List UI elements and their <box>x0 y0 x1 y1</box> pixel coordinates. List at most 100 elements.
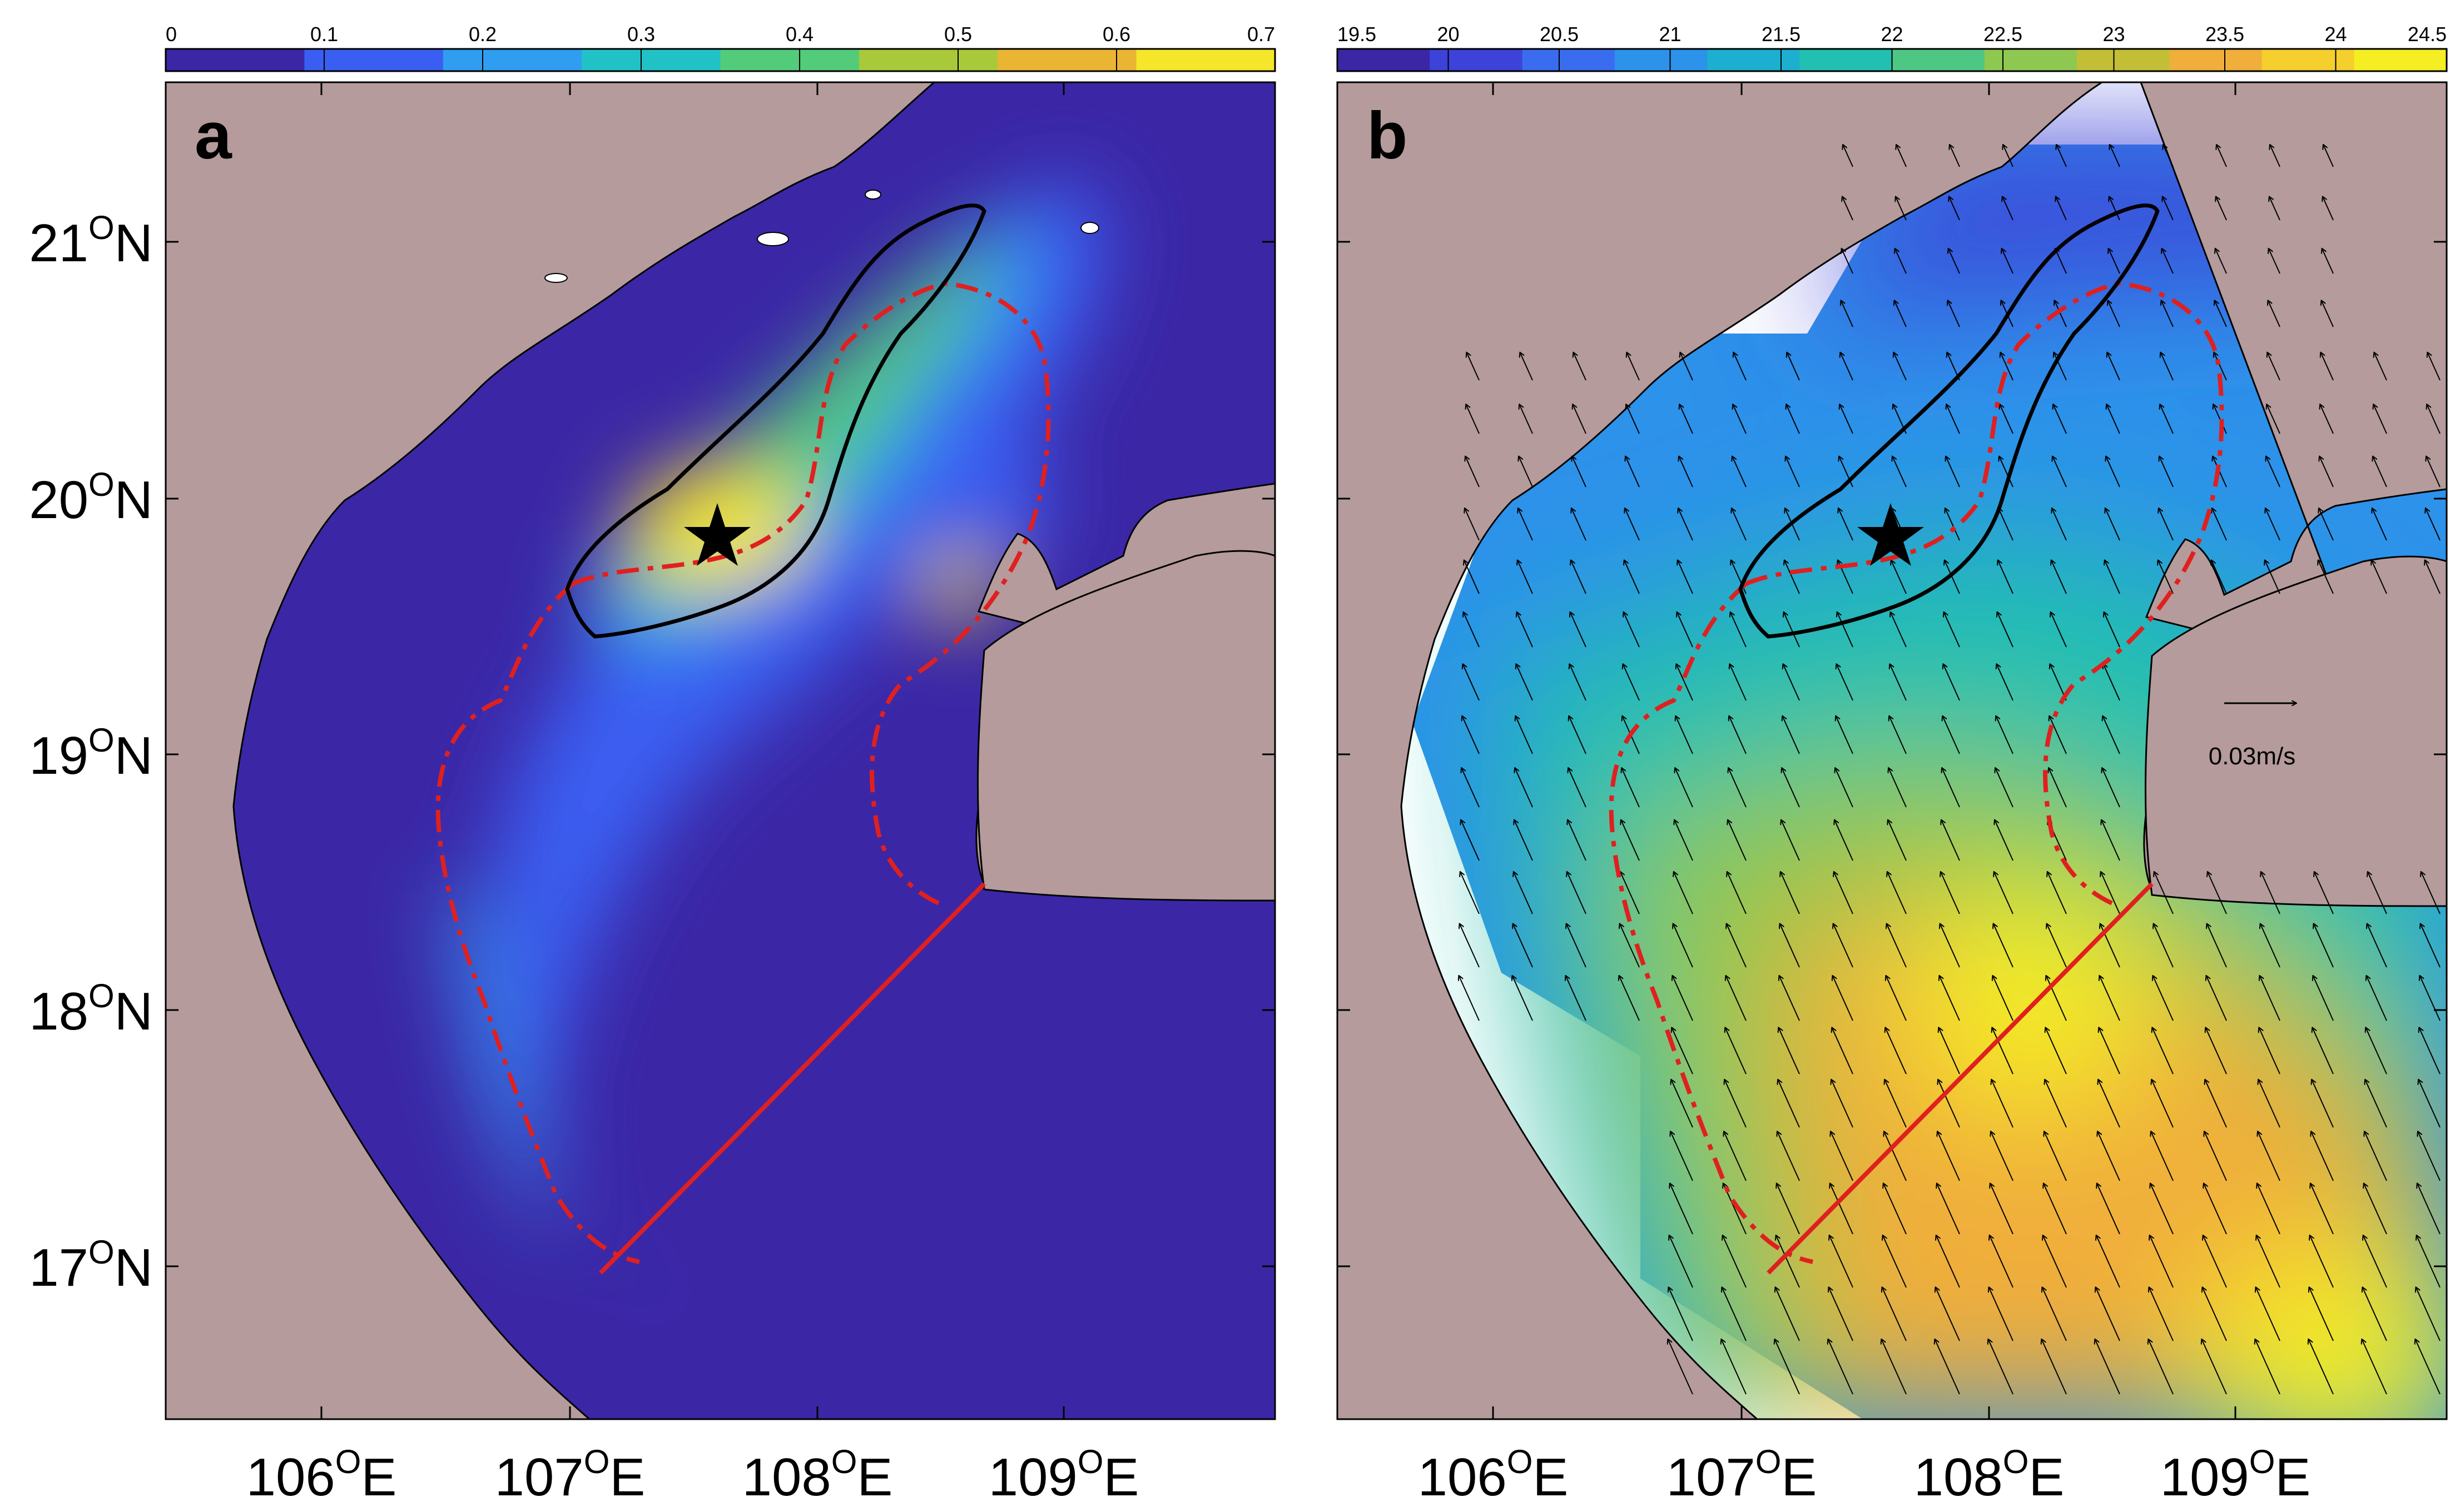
current-arrow <box>1624 560 1640 594</box>
current-arrow <box>1466 404 1480 434</box>
current-arrow <box>2312 1080 2334 1128</box>
current-arrow <box>2265 508 2280 541</box>
colorbar-swatch <box>2077 49 2170 71</box>
current-arrow <box>2365 1027 2387 1075</box>
current-arrow <box>1572 456 1586 488</box>
current-arrow <box>2045 1027 2067 1075</box>
colorbar-tick-label: 22 <box>1881 23 1903 46</box>
current-arrow <box>2373 404 2387 434</box>
current-arrow <box>1833 923 1853 968</box>
current-arrow <box>2270 145 2280 167</box>
colorbar-swatch <box>443 49 582 71</box>
current-arrow <box>2162 248 2174 274</box>
frame-b <box>1336 81 2448 1420</box>
current-arrow <box>2159 508 2174 541</box>
current-arrow <box>1461 768 1480 808</box>
current-arrow <box>2203 1235 2227 1288</box>
current-arrow <box>1883 1183 1907 1235</box>
current-arrow <box>1938 1080 1960 1128</box>
current-arrow <box>2042 1287 2067 1341</box>
current-arrow <box>1569 716 1586 754</box>
current-arrow <box>1724 1131 1747 1181</box>
current-arrow <box>2151 1080 2174 1128</box>
current-arrow <box>2206 976 2227 1021</box>
axis-tick-label: 108OE <box>1914 1443 2065 1507</box>
current-arrow <box>2366 976 2387 1021</box>
current-arrow <box>2101 820 2120 861</box>
current-arrow <box>1732 508 1747 541</box>
current-arrow <box>1459 976 1480 1021</box>
current-arrow <box>1621 768 1640 808</box>
current-arrow <box>1675 716 1693 754</box>
current-arrow <box>1831 1080 1853 1128</box>
current-arrow <box>1835 768 1853 808</box>
colorbar-b: 19.5 20 20.5 21 21.5 22 22.5 23 23.5 24 24.5 <box>1336 23 2448 72</box>
current-arrow <box>1733 404 1747 434</box>
current-arrow <box>2045 1080 2067 1128</box>
current-arrow <box>2152 976 2174 1021</box>
current-arrow <box>2150 1235 2174 1288</box>
current-arrow <box>2313 976 2334 1021</box>
ocean-south-a <box>589 901 1275 1419</box>
current-arrow <box>2419 1027 2441 1075</box>
current-arrow <box>1573 352 1586 381</box>
current-arrow <box>2097 1183 2120 1235</box>
current-arrow <box>1891 560 1907 594</box>
current-arrow <box>1948 248 1960 274</box>
current-arrow <box>1722 1287 1747 1341</box>
current-arrow <box>1829 1287 1853 1341</box>
current-arrow <box>1892 456 1907 488</box>
colorbar-swatch <box>998 49 1137 71</box>
current-arrow <box>2098 1080 2120 1128</box>
current-arrow <box>2268 300 2280 327</box>
current-arrow <box>2267 352 2280 381</box>
colorbar-swatch <box>304 49 444 71</box>
colorbar-tick-label: 21.5 <box>1762 23 1801 46</box>
current-arrow <box>2310 1183 2334 1235</box>
axis-tick-label: 109OE <box>2160 1443 2311 1507</box>
colorbar-swatch <box>1430 49 1522 71</box>
colorbar-tick-label: 22.5 <box>1983 23 2022 46</box>
current-arrow <box>2314 872 2334 914</box>
current-arrow <box>1519 456 1533 488</box>
current-arrow <box>2266 456 2280 488</box>
current-arrow <box>1889 664 1907 701</box>
current-arrow <box>1828 1339 1853 1395</box>
colorbar-tick-label: 0.6 <box>1103 23 1130 46</box>
current-arrow <box>1832 976 1853 1021</box>
current-arrow <box>2049 716 2067 754</box>
current-arrow <box>2364 1183 2387 1235</box>
current-arrow <box>2418 1131 2441 1181</box>
current-arrow <box>2154 872 2174 914</box>
current-arrow <box>1843 145 1853 167</box>
current-arrow <box>1514 820 1533 861</box>
current-arrow <box>2416 1287 2441 1341</box>
current-arrow <box>2053 404 2067 434</box>
current-arrow <box>2207 923 2227 968</box>
current-arrow <box>1774 1339 1800 1395</box>
current-arrow <box>2212 508 2227 541</box>
current-arrow <box>2216 196 2227 221</box>
current-arrow <box>2323 196 2334 221</box>
current-arrow <box>1732 456 1747 488</box>
vector-scale-label: 0.03m/s <box>2209 743 2296 770</box>
current-arrow <box>1729 716 1747 754</box>
current-arrow <box>1516 664 1533 701</box>
current-arrow <box>1728 820 1747 861</box>
current-arrow <box>2255 1339 2280 1395</box>
current-arrow <box>1884 1080 1907 1128</box>
current-arrow <box>1680 352 1693 381</box>
current-arrow <box>2109 196 2120 221</box>
current-arrow <box>2365 1080 2387 1128</box>
current-arrow <box>1626 404 1640 434</box>
current-arrow <box>2213 404 2227 434</box>
current-arrow <box>2425 560 2441 594</box>
colorbar-swatch <box>2261 49 2355 71</box>
current-arrow <box>2154 923 2174 968</box>
current-arrow <box>2205 1027 2227 1075</box>
current-arrow <box>2047 923 2067 968</box>
current-arrow <box>1679 456 1693 488</box>
panel-b: 19.5 20 20.5 21 21.5 22 22.5 23 23.5 24 24.5 <box>1336 23 2448 1507</box>
current-arrow <box>1888 820 1907 861</box>
